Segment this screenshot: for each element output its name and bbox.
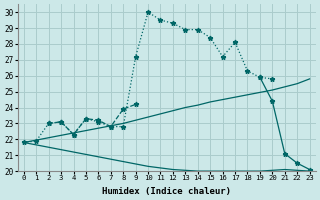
X-axis label: Humidex (Indice chaleur): Humidex (Indice chaleur)	[102, 187, 231, 196]
